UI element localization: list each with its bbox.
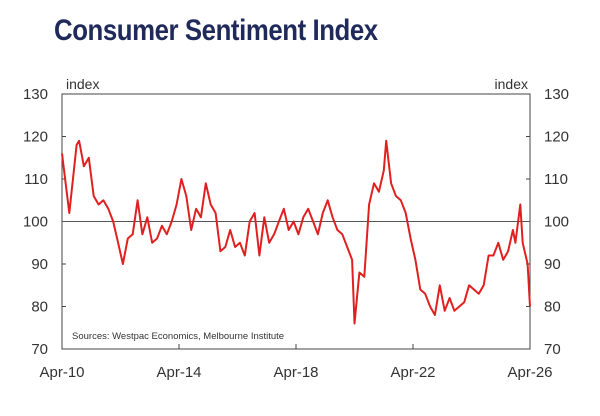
y-tick-label-right: 110: [544, 171, 568, 188]
y-tick-label-left: 110: [24, 171, 48, 188]
series-group: [61, 139, 531, 325]
y-tick-label-right: 80: [544, 299, 561, 316]
y-axis-unit-left: index: [66, 76, 99, 92]
y-tick-label-right: 100: [544, 214, 569, 231]
y-tick-label-right: 90: [544, 256, 561, 273]
y-tick-label-left: 80: [31, 299, 48, 316]
sentiment-series-line: [61, 139, 531, 325]
x-tick-label: Apr-18: [273, 364, 318, 381]
y-tick-label-right: 130: [544, 86, 569, 103]
x-tick-label: Apr-14: [156, 364, 201, 381]
y-axis-unit-right: index: [495, 76, 528, 92]
y-tick-label-right: 120: [544, 129, 569, 146]
x-tick-label: Apr-22: [390, 364, 435, 381]
x-tick-label: Apr-26: [507, 364, 552, 381]
y-tick-label-right: 70: [544, 341, 561, 358]
x-tick-label: Apr-10: [39, 364, 84, 381]
y-tick-label-left: 120: [23, 129, 48, 146]
y-tick-label-left: 130: [23, 86, 48, 103]
source-note: Sources: Westpac Economics, Melbourne In…: [72, 331, 284, 342]
y-tick-label-left: 70: [31, 341, 48, 358]
y-tick-label-left: 100: [23, 214, 48, 231]
y-tick-label-left: 90: [31, 256, 48, 273]
chart-title: Consumer Sentiment Index: [54, 14, 378, 47]
tick-labels: 70 70 80 80 90 90 100 100 110 110 120 120 130 130 Apr-…: [23, 86, 569, 381]
